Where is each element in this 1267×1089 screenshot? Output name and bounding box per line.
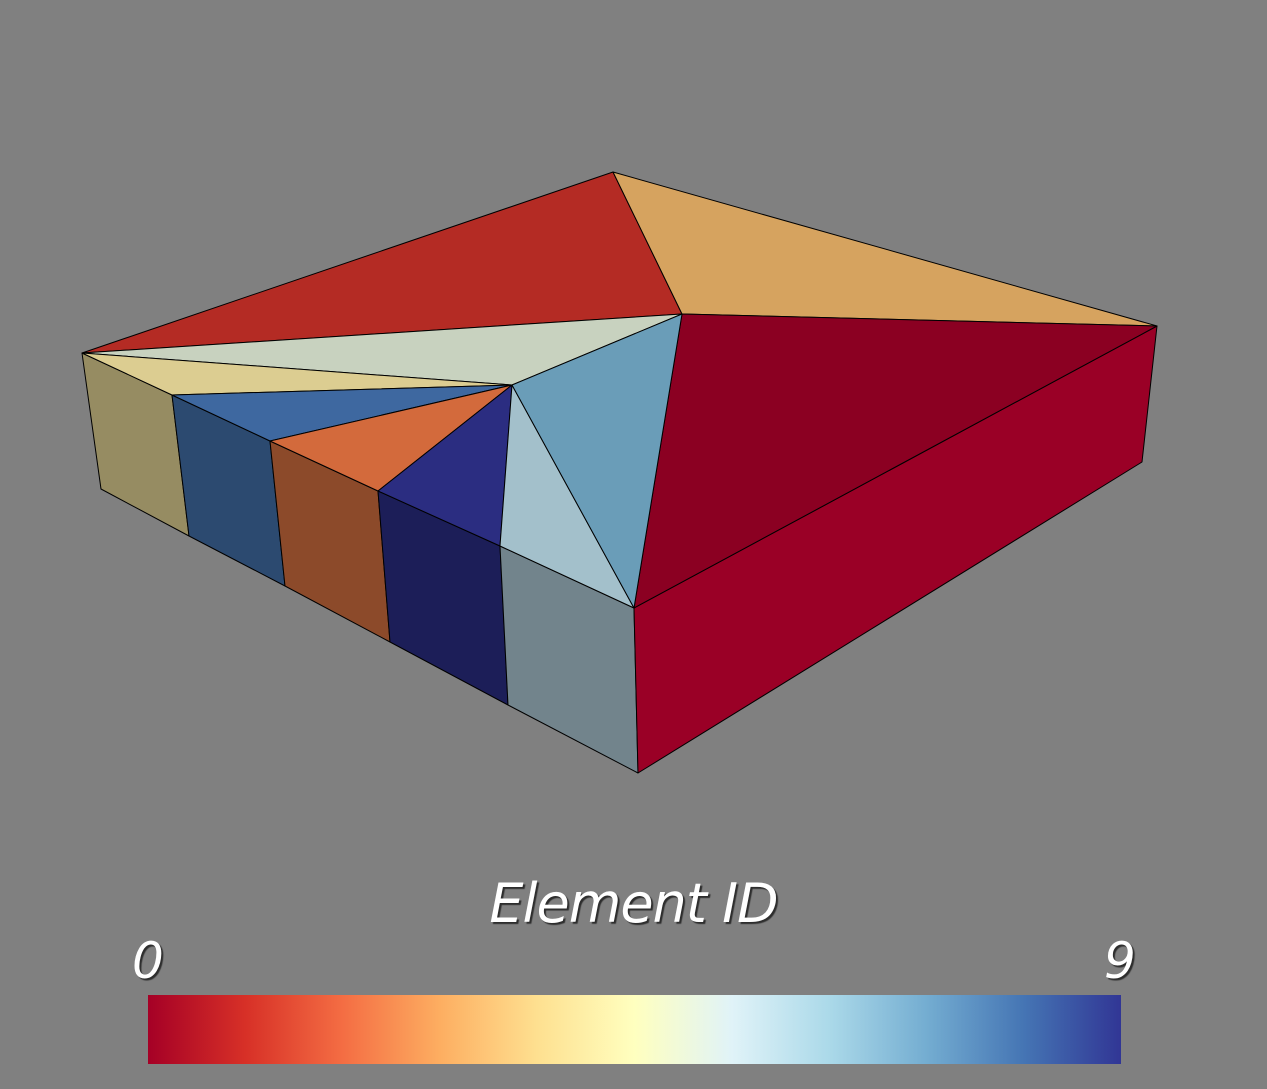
mesh-top-face [511, 313, 683, 609]
mesh-model[interactable] [81, 171, 1158, 774]
legend-min-label: 0 [132, 932, 164, 990]
legend-max-label: 9 [1104, 932, 1136, 990]
colorbar[interactable] [148, 995, 1121, 1064]
legend-title: Element ID [489, 872, 778, 935]
